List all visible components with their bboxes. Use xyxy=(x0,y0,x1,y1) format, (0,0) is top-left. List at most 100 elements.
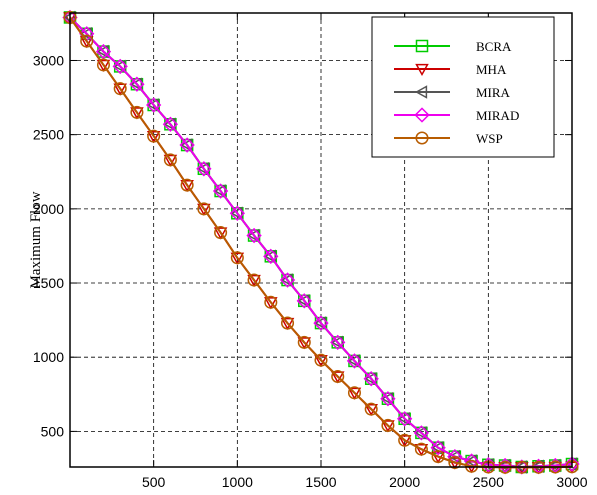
data-point-wsp xyxy=(297,335,311,349)
data-point-wsp xyxy=(314,353,328,367)
data-point-mha xyxy=(146,130,161,144)
data-point-mirad xyxy=(95,43,112,60)
data-point-mha xyxy=(130,107,144,120)
data-point-mira xyxy=(347,354,360,368)
x-tick-label: 2500 xyxy=(473,474,504,490)
data-point-mira xyxy=(213,184,226,198)
data-point-wsp xyxy=(364,402,378,416)
data-point-wsp xyxy=(414,442,428,456)
legend-label-bcra: BCRA xyxy=(476,39,512,54)
data-point-mira xyxy=(146,98,159,112)
data-point-mha xyxy=(297,337,312,350)
data-point-mha xyxy=(347,387,362,400)
data-point-wsp xyxy=(331,369,345,384)
y-tick-label: 1500 xyxy=(33,275,64,291)
data-point-mira xyxy=(180,138,193,152)
data-point-mira xyxy=(447,449,461,464)
data-point-mha xyxy=(381,420,395,433)
legend: BCRA MHA MIRA MIRAD WSP xyxy=(371,16,555,158)
data-point-mirad xyxy=(129,76,145,92)
legend-label-mha: MHA xyxy=(476,62,507,77)
data-point-wsp xyxy=(197,202,211,216)
y-tick-label: 500 xyxy=(41,423,65,439)
x-tick-label: 3000 xyxy=(556,474,587,490)
data-point-wsp xyxy=(230,251,244,265)
legend-marker-wsp xyxy=(415,131,429,145)
data-point-mira xyxy=(380,391,394,406)
data-point-mira xyxy=(313,316,327,330)
data-point-wsp xyxy=(347,386,361,400)
grid-lines xyxy=(70,13,572,467)
data-point-mira xyxy=(230,206,243,221)
x-tick-label: 2000 xyxy=(389,474,420,490)
data-point-wsp xyxy=(214,226,228,240)
data-point-mirad xyxy=(313,315,329,331)
data-point-mirad xyxy=(146,97,162,113)
data-point-wsp xyxy=(448,456,462,470)
data-point-wsp xyxy=(247,273,261,287)
data-point-mira xyxy=(129,77,143,91)
data-point-wsp xyxy=(163,153,177,167)
data-point-mirad xyxy=(380,391,396,407)
legend-label-wsp: WSP xyxy=(476,131,503,146)
y-axis-label: Maximum Flow xyxy=(28,191,44,288)
data-point-mira xyxy=(330,335,343,350)
data-point-mira xyxy=(79,26,92,41)
data-point-mirad xyxy=(346,353,363,369)
legend-marker-mirad xyxy=(414,107,430,123)
data-point-wsp xyxy=(96,58,110,72)
data-point-mha xyxy=(230,252,245,265)
data-point-mirad xyxy=(229,205,245,221)
data-point-mirad xyxy=(212,183,229,199)
data-point-mirad xyxy=(413,425,430,441)
legend-marker-bcra xyxy=(415,39,429,53)
data-point-mirad xyxy=(263,248,279,264)
data-point-mira xyxy=(163,117,176,132)
data-point-wsp xyxy=(113,82,127,96)
data-point-mirad xyxy=(296,293,312,309)
data-point-mha xyxy=(330,371,345,384)
data-point-mha xyxy=(96,59,111,72)
data-point-mha xyxy=(163,154,178,167)
data-point-wsp xyxy=(80,34,94,48)
data-point-mira xyxy=(247,228,260,243)
data-point-wsp xyxy=(180,178,194,192)
y-tick-label: 2000 xyxy=(33,201,64,217)
data-point-wsp xyxy=(130,105,144,119)
legend-marker-mha xyxy=(415,63,429,77)
y-tick-label: 2500 xyxy=(33,127,64,143)
data-point-mirad xyxy=(162,116,179,132)
data-point-mirad xyxy=(564,456,580,472)
data-point-mirad xyxy=(246,227,262,244)
data-point-mirad xyxy=(397,411,413,427)
data-point-mha xyxy=(247,274,261,288)
data-point-mira xyxy=(263,249,276,264)
x-tick-label: 1500 xyxy=(305,474,336,490)
data-point-mira xyxy=(397,412,410,426)
data-point-mha xyxy=(364,403,378,417)
legend-label-mirad: MIRAD xyxy=(476,108,519,123)
data-point-mira xyxy=(280,273,293,287)
axis-ticks: 500 1000 1500 2000 2500 3000 500 1000 1500 2000 25… xyxy=(33,13,588,490)
data-point-wsp xyxy=(264,295,278,309)
data-point-mira xyxy=(414,426,427,440)
data-point-mha xyxy=(280,317,295,331)
legend-label-mira: MIRA xyxy=(476,85,511,100)
y-tick-label: 1000 xyxy=(33,349,64,365)
data-point-mirad xyxy=(330,334,346,351)
data-point-mirad xyxy=(363,371,379,387)
data-point-mira xyxy=(297,294,310,308)
data-point-mha xyxy=(180,179,194,193)
data-point-wsp xyxy=(381,418,395,432)
data-point-mirad xyxy=(430,440,446,456)
data-point-mirad xyxy=(112,58,128,75)
data-point-mha xyxy=(314,355,328,368)
legend-box xyxy=(371,16,555,158)
x-tick-label: 500 xyxy=(142,474,166,490)
data-point-mha xyxy=(197,203,211,216)
data-point-mirad xyxy=(196,161,212,177)
data-point-wsp xyxy=(281,316,295,330)
data-point-wsp xyxy=(398,433,412,447)
data-point-mira xyxy=(364,371,377,386)
